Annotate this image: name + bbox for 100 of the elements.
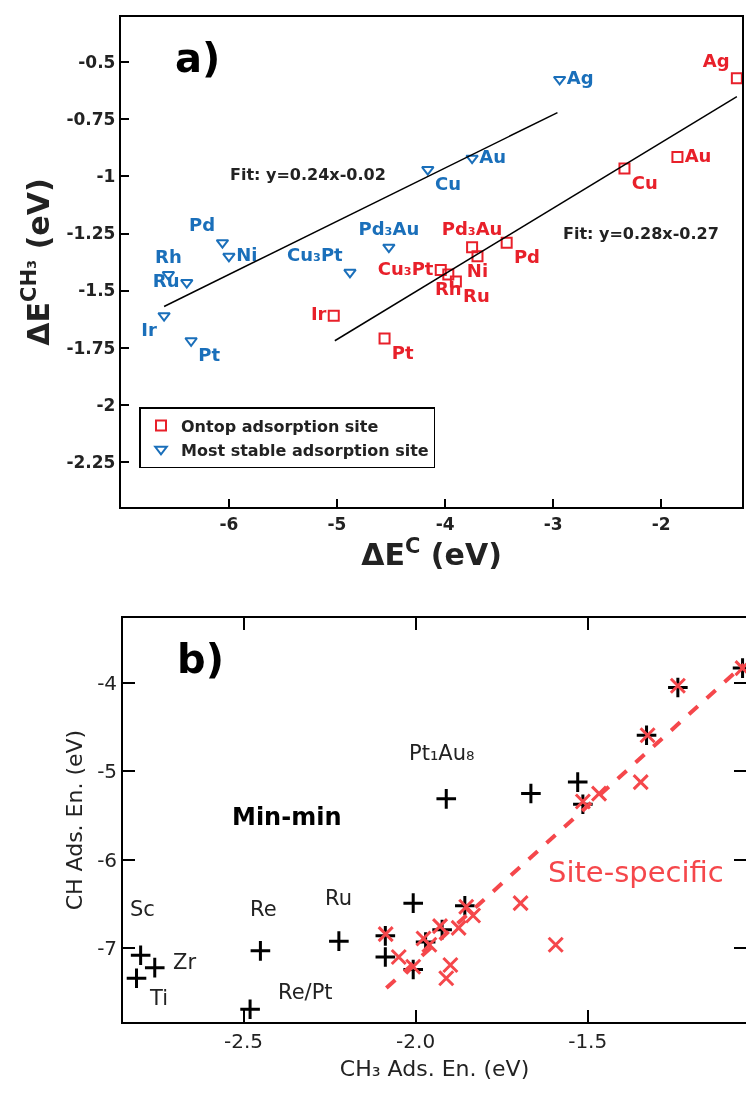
point: [590, 785, 608, 803]
y-tick-label: -1: [96, 166, 116, 187]
x-axis-title: ΔE$^{C}$ (eV): [361, 533, 502, 573]
point: [382, 243, 396, 254]
point: [465, 154, 479, 165]
y-tick-label: -4: [97, 671, 118, 696]
legend-label: Ontop adsorption site: [180, 416, 379, 436]
y-tick-label: -0.5: [78, 52, 116, 73]
annotation: Sc: [130, 897, 155, 921]
point: [441, 956, 459, 974]
annotation: Fit: y=0.28x-0.27: [563, 224, 719, 243]
annotation: Ti: [149, 986, 169, 1010]
annotation: Ru: [325, 886, 352, 910]
data-label: Pt: [198, 344, 221, 366]
y-axis-title: CH Ads. En. (eV): [62, 729, 88, 911]
point: [566, 770, 590, 794]
annotation: Zr: [173, 950, 197, 974]
data-label: Cu₃Pt: [377, 257, 434, 279]
data-label: Pd₃Au: [358, 218, 420, 240]
point: [552, 75, 567, 86]
point: [180, 279, 194, 289]
data-label: Cu: [631, 172, 658, 194]
point: [547, 936, 565, 954]
point: [238, 997, 262, 1021]
annotation: Min-min: [232, 803, 342, 831]
y-tick-label: -5: [97, 759, 118, 784]
point: [415, 930, 433, 947]
annotation: Re: [250, 897, 277, 921]
point: [401, 891, 425, 915]
y-tick-label: -1.5: [78, 280, 116, 301]
y-tick-label: -0.75: [66, 109, 116, 130]
x-tick-label: -3: [543, 513, 563, 534]
data-label: Pd₃Au: [441, 218, 503, 240]
data-label: Ru: [152, 270, 180, 292]
point: [519, 782, 543, 805]
data-label: Cu: [435, 173, 462, 195]
data-label: Pt: [391, 342, 414, 364]
point: [343, 268, 357, 279]
point: [390, 948, 408, 966]
data-label: Ir: [141, 319, 157, 341]
point: [249, 939, 272, 963]
point: [434, 787, 458, 811]
data-label: Ru: [463, 285, 490, 307]
x-tick-label: -4: [435, 513, 455, 534]
data-label: Cu₃Pt: [286, 243, 344, 265]
point: [125, 966, 148, 990]
data-label: Pd: [513, 246, 540, 268]
point: [377, 925, 395, 943]
point: [327, 309, 340, 322]
point: [512, 894, 530, 912]
point: [618, 162, 631, 175]
point: [184, 337, 198, 347]
point: [442, 268, 455, 281]
data-label: Ag: [566, 66, 594, 88]
data-label: Rh: [155, 245, 182, 267]
annotation: Site-specific: [548, 855, 724, 889]
x-tick-label: -5: [327, 513, 347, 534]
point: [466, 241, 479, 254]
data-label: Ag: [702, 49, 730, 71]
x-tick-label: -2: [651, 513, 671, 534]
point: [500, 236, 513, 249]
y-tick-label: -7: [97, 936, 118, 961]
point: [421, 166, 435, 176]
point: [129, 943, 152, 967]
annotation: Fit: y=0.24x-0.02: [230, 165, 386, 184]
point: [434, 264, 447, 277]
point: [671, 151, 684, 164]
data-label: Au: [684, 144, 712, 166]
y-tick-label: -2.25: [66, 451, 116, 472]
point: [471, 250, 484, 263]
point: [327, 929, 351, 953]
point: [574, 793, 592, 811]
y-tick-label: -1.25: [66, 223, 116, 244]
legend-label: Most stable adsorption site: [180, 440, 429, 460]
point: [404, 958, 422, 976]
data-label: Ni: [466, 260, 489, 282]
annotation: Re/Pt: [278, 980, 333, 1004]
y-tick-label: -2: [96, 394, 116, 415]
data-label: Pd: [189, 213, 216, 235]
x-tick-label: -1.5: [568, 1029, 608, 1054]
point: [730, 72, 743, 85]
point: [632, 773, 650, 791]
point: [464, 907, 482, 925]
data-label: Au: [479, 145, 507, 167]
annotation: Pt₁Au₈: [409, 741, 475, 765]
x-tick-label: -2.5: [224, 1029, 264, 1054]
x-tick-label: -6: [219, 513, 239, 534]
x-tick-label: -2.0: [396, 1029, 436, 1054]
point: [420, 936, 438, 954]
point: [437, 969, 455, 987]
x-axis-title: CH₃ Ads. En. (eV): [339, 1055, 530, 1081]
annotation: b): [177, 636, 224, 682]
data-label: Ir: [310, 303, 327, 325]
point: [378, 332, 391, 345]
point: [374, 945, 397, 969]
y-tick-label: -6: [97, 847, 118, 872]
annotation: a): [175, 35, 221, 81]
y-tick-label: -1.75: [66, 337, 116, 358]
point: [222, 252, 236, 263]
data-label: Ni: [236, 243, 258, 265]
